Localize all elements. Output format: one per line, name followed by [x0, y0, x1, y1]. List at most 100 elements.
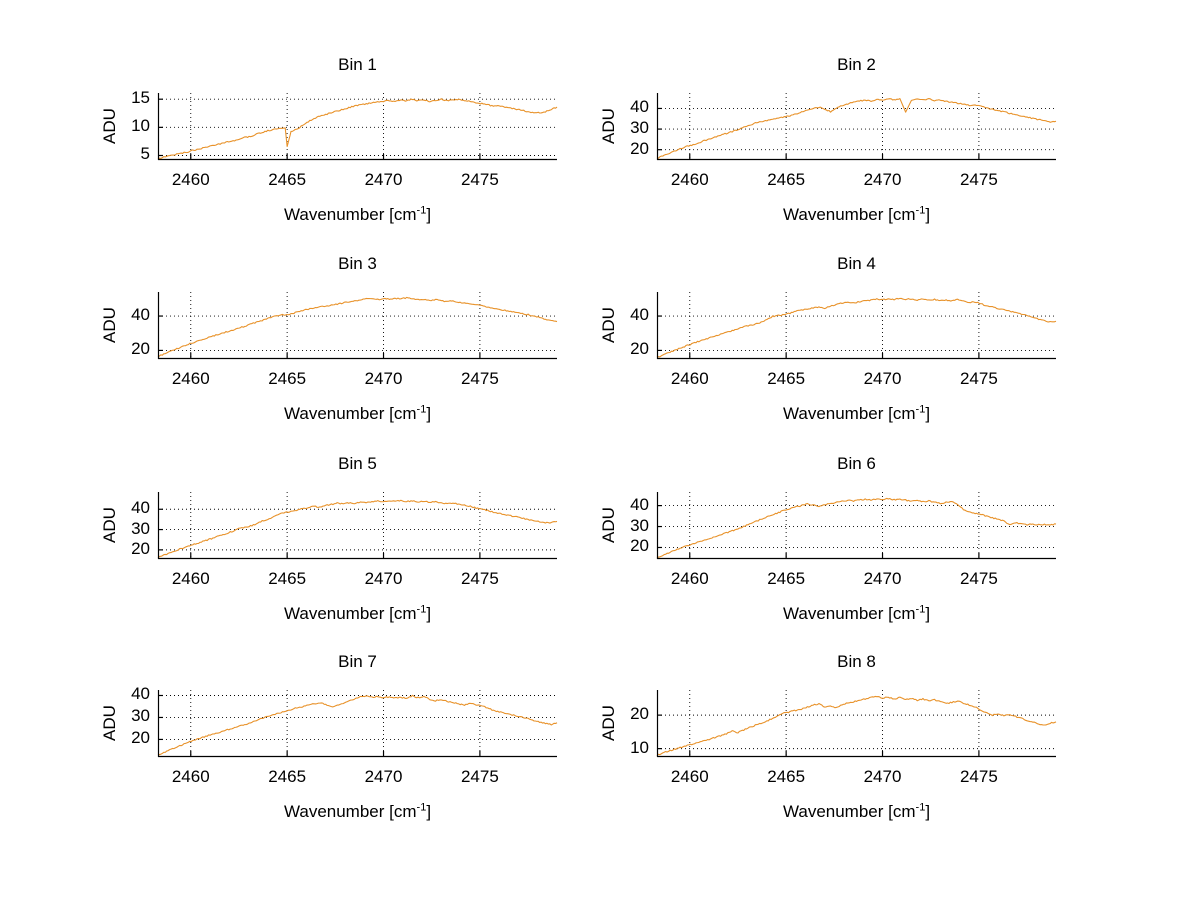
- spectrum-line: [656, 497, 1057, 559]
- subplot-title: Bin 3: [338, 254, 377, 273]
- subplot-title: Bin 1: [338, 55, 377, 74]
- plot-area: [157, 492, 558, 560]
- x-axis-label: Wavenumber [cm-1]: [158, 404, 557, 424]
- plot-area: [157, 93, 558, 161]
- y-tick-label: 40: [630, 97, 649, 117]
- x-tick-label: 2470: [863, 170, 902, 189]
- x-tick-label: 2460: [670, 170, 709, 189]
- y-tick-label: 20: [630, 536, 649, 556]
- x-axis-label: Wavenumber [cm-1]: [657, 604, 1056, 624]
- y-tick-label: 40: [630, 494, 649, 514]
- subplot-title: Bin 4: [837, 254, 876, 273]
- x-axis-label: Wavenumber [cm-1]: [158, 802, 557, 822]
- spectrum-line: [656, 695, 1057, 757]
- subplot-panel: Bin 3 ADU 20 40 2460 2465 2470 2475 Wavenumber […: [50, 254, 579, 456]
- x-axis-label-text: Wavenumber [cm: [782, 205, 916, 224]
- x-tick-label: 2470: [863, 767, 902, 786]
- y-tick-label: 40: [131, 498, 150, 518]
- y-tick-label: 20: [131, 339, 150, 359]
- x-axis-label-text: Wavenumber [cm: [782, 604, 916, 623]
- spectrum-line: [656, 98, 1057, 159]
- subplot-panel: Bin 2 ADU 20 30 40 2460 2465 2470 2475 Wavenumber…: [549, 55, 1078, 257]
- x-tick-label: 2475: [460, 767, 499, 786]
- y-tick-label: 40: [131, 305, 150, 325]
- x-tick-label: 2465: [268, 767, 307, 786]
- x-axis-label-bracket: ]: [426, 404, 432, 423]
- plot-area: [656, 492, 1057, 560]
- x-axis-label-text: Wavenumber [cm: [283, 802, 417, 821]
- y-tick-label: 20: [131, 538, 150, 558]
- x-axis-label-exponent: -1: [416, 403, 427, 416]
- x-axis-label-exponent: -1: [416, 801, 427, 814]
- subplot-panel: Bin 1 ADU 5 10 15 2460 2465 2470 2475 Wavenumber …: [50, 55, 579, 257]
- x-tick-label: 2475: [959, 369, 998, 388]
- x-axis-label: Wavenumber [cm-1]: [657, 404, 1056, 424]
- x-axis-label-bracket: ]: [925, 404, 931, 423]
- subplot-title: Bin 8: [837, 652, 876, 671]
- x-axis-label-text: Wavenumber [cm: [782, 802, 916, 821]
- x-tick-label: 2475: [460, 170, 499, 189]
- x-tick-label: 2475: [959, 767, 998, 786]
- x-tick-label: 2460: [670, 767, 709, 786]
- x-tick-label: 2475: [959, 170, 998, 189]
- x-axis-label: Wavenumber [cm-1]: [158, 604, 557, 624]
- y-tick-label: 30: [630, 515, 649, 535]
- x-tick-label: 2465: [767, 369, 806, 388]
- y-tick-label: 15: [131, 88, 150, 108]
- x-axis-label-bracket: ]: [925, 802, 931, 821]
- y-tick-label: 30: [131, 706, 150, 726]
- x-axis-label-exponent: -1: [416, 204, 427, 217]
- x-axis-label-text: Wavenumber [cm: [283, 404, 417, 423]
- x-axis-label-text: Wavenumber [cm: [782, 404, 916, 423]
- x-axis-label: Wavenumber [cm-1]: [158, 205, 557, 225]
- y-tick-label: 30: [131, 518, 150, 538]
- x-tick-label: 2465: [268, 569, 307, 588]
- x-tick-label: 2460: [171, 369, 210, 388]
- plot-area: [656, 690, 1057, 758]
- subplot-panel: Bin 5 ADU 20 30 40 2460 2465 2470 2475 Wavenumber…: [50, 454, 579, 656]
- x-axis-label-bracket: ]: [426, 604, 432, 623]
- x-axis-label-text: Wavenumber [cm: [283, 604, 417, 623]
- plot-area: [157, 690, 558, 758]
- x-axis-label: Wavenumber [cm-1]: [657, 802, 1056, 822]
- y-tick-label: 10: [630, 737, 649, 757]
- x-tick-label: 2470: [364, 569, 403, 588]
- subplot-title: Bin 7: [338, 652, 377, 671]
- spectrum-line: [157, 499, 558, 559]
- x-tick-label: 2465: [268, 369, 307, 388]
- x-tick-label: 2470: [863, 369, 902, 388]
- y-tick-label: 40: [630, 305, 649, 325]
- x-tick-label: 2465: [767, 569, 806, 588]
- y-tick-label: 20: [630, 704, 649, 724]
- x-tick-label: 2460: [171, 170, 210, 189]
- x-tick-label: 2475: [959, 569, 998, 588]
- x-tick-label: 2470: [364, 767, 403, 786]
- subplot-title: Bin 6: [837, 454, 876, 473]
- x-tick-label: 2460: [670, 369, 709, 388]
- plot-area: [656, 93, 1057, 161]
- subplot-title: Bin 2: [837, 55, 876, 74]
- x-axis-label-bracket: ]: [426, 205, 432, 224]
- x-axis-label-text: Wavenumber [cm: [283, 205, 417, 224]
- x-tick-label: 2465: [268, 170, 307, 189]
- x-tick-label: 2460: [171, 767, 210, 786]
- x-axis-label-bracket: ]: [925, 205, 931, 224]
- x-axis-label-exponent: -1: [915, 403, 926, 416]
- x-tick-label: 2465: [767, 767, 806, 786]
- x-axis-label-bracket: ]: [426, 802, 432, 821]
- x-tick-label: 2460: [670, 569, 709, 588]
- y-tick-label: 20: [630, 339, 649, 359]
- spectrum-line: [157, 694, 558, 756]
- x-tick-label: 2465: [767, 170, 806, 189]
- x-axis-label-exponent: -1: [915, 603, 926, 616]
- subplot-panel: Bin 6 ADU 20 30 40 2460 2465 2470 2475 Wavenumber…: [549, 454, 1078, 656]
- subplot-title: Bin 5: [338, 454, 377, 473]
- plot-area: [157, 292, 558, 360]
- y-tick-label: 40: [131, 684, 150, 704]
- y-tick-label: 5: [140, 144, 150, 164]
- x-tick-label: 2470: [364, 170, 403, 189]
- spectrum-line: [656, 297, 1057, 358]
- x-tick-label: 2475: [460, 569, 499, 588]
- spectrum-line: [157, 98, 558, 160]
